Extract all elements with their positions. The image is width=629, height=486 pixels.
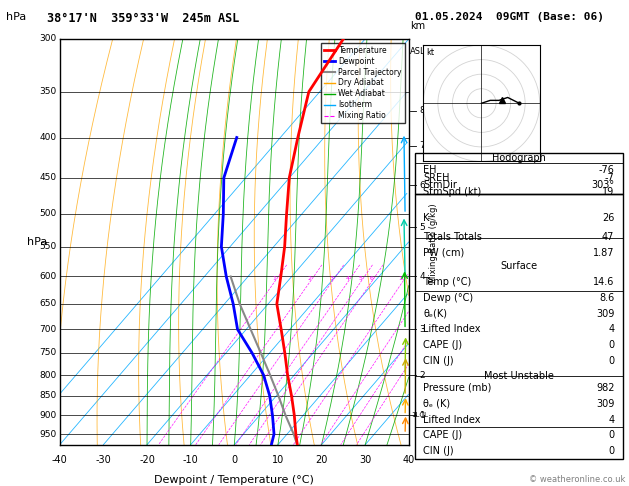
Text: 0: 0 <box>608 431 615 440</box>
Text: θₑ(K): θₑ(K) <box>423 309 447 319</box>
Text: 700: 700 <box>39 325 56 334</box>
Text: SREH: SREH <box>423 173 450 183</box>
Legend: Temperature, Dewpoint, Parcel Trajectory, Dry Adiabat, Wet Adiabat, Isotherm, Mi: Temperature, Dewpoint, Parcel Trajectory… <box>321 43 405 123</box>
Text: Dewp (°C): Dewp (°C) <box>423 293 474 303</box>
Text: Totals Totals: Totals Totals <box>423 232 482 242</box>
Text: 300: 300 <box>39 35 56 43</box>
Text: 10: 10 <box>398 276 406 281</box>
Text: 500: 500 <box>39 209 56 219</box>
Text: 30: 30 <box>359 455 371 465</box>
Text: Surface: Surface <box>500 261 538 271</box>
Text: km: km <box>410 21 426 31</box>
Text: 303°: 303° <box>591 180 615 191</box>
Text: 450: 450 <box>39 174 56 182</box>
Text: 5: 5 <box>359 276 362 281</box>
Text: CIN (J): CIN (J) <box>423 356 454 366</box>
Text: 7: 7 <box>420 141 425 151</box>
Text: -10: -10 <box>183 455 199 465</box>
Text: θₑ (K): θₑ (K) <box>423 399 450 409</box>
Text: -40: -40 <box>52 455 68 465</box>
Text: -20: -20 <box>139 455 155 465</box>
Text: 2: 2 <box>308 276 312 281</box>
Text: hPa: hPa <box>27 237 47 247</box>
Text: 47: 47 <box>602 232 615 242</box>
Text: 4: 4 <box>608 415 615 425</box>
Text: -30: -30 <box>96 455 111 465</box>
Text: 5: 5 <box>420 223 425 232</box>
Text: StmDir: StmDir <box>423 180 457 191</box>
Text: -7: -7 <box>604 173 615 183</box>
Text: PW (cm): PW (cm) <box>423 248 465 258</box>
Text: kt: kt <box>426 48 435 57</box>
Text: 14.6: 14.6 <box>593 277 615 287</box>
Text: Pressure (mb): Pressure (mb) <box>423 383 492 393</box>
Text: 26: 26 <box>602 213 615 223</box>
Text: © weatheronline.co.uk: © weatheronline.co.uk <box>530 474 626 484</box>
Text: 600: 600 <box>39 272 56 281</box>
Text: Most Unstable: Most Unstable <box>484 371 554 381</box>
Text: CAPE (J): CAPE (J) <box>423 431 462 440</box>
Text: 400: 400 <box>39 133 56 142</box>
Text: 0: 0 <box>231 455 237 465</box>
Text: Dewpoint / Temperature (°C): Dewpoint / Temperature (°C) <box>154 475 314 485</box>
Text: Temp (°C): Temp (°C) <box>423 277 472 287</box>
Text: EH: EH <box>423 165 437 174</box>
Text: 309: 309 <box>596 399 615 409</box>
Text: CIN (J): CIN (J) <box>423 446 454 456</box>
Text: Mixing Ratio (g/kg): Mixing Ratio (g/kg) <box>429 203 438 283</box>
Text: 40: 40 <box>403 455 415 465</box>
Text: 10: 10 <box>272 455 284 465</box>
Text: 750: 750 <box>39 348 56 358</box>
Text: 982: 982 <box>596 383 615 393</box>
Text: -76: -76 <box>599 165 615 174</box>
Text: 6: 6 <box>420 181 425 190</box>
Text: 1: 1 <box>272 276 276 281</box>
Text: 3: 3 <box>420 325 425 334</box>
Text: Lifted Index: Lifted Index <box>423 325 481 334</box>
Text: 8.6: 8.6 <box>599 293 615 303</box>
Text: CAPE (J): CAPE (J) <box>423 340 462 350</box>
Text: 01.05.2024  09GMT (Base: 06): 01.05.2024 09GMT (Base: 06) <box>415 12 604 22</box>
Text: 1LCL: 1LCL <box>411 413 428 418</box>
Text: 4: 4 <box>346 276 350 281</box>
Text: 650: 650 <box>39 299 56 309</box>
Text: 0: 0 <box>608 356 615 366</box>
Text: 19: 19 <box>602 187 615 197</box>
Text: 1.87: 1.87 <box>593 248 615 258</box>
Text: 309: 309 <box>596 309 615 319</box>
Text: 3: 3 <box>330 276 333 281</box>
Text: K: K <box>423 213 430 223</box>
Text: 850: 850 <box>39 391 56 400</box>
Text: 38°17'N  359°33'W  245m ASL: 38°17'N 359°33'W 245m ASL <box>47 12 240 25</box>
Text: hPa: hPa <box>6 12 26 22</box>
Text: Lifted Index: Lifted Index <box>423 415 481 425</box>
Text: ASL: ASL <box>410 47 426 56</box>
Text: 950: 950 <box>39 430 56 438</box>
Text: 800: 800 <box>39 371 56 380</box>
Text: 1: 1 <box>420 411 425 420</box>
Text: 4: 4 <box>608 325 615 334</box>
Text: 6: 6 <box>369 276 373 281</box>
Text: 8: 8 <box>420 106 425 115</box>
Text: 0: 0 <box>608 446 615 456</box>
Text: StmSpd (kt): StmSpd (kt) <box>423 187 482 197</box>
Text: Hodograph: Hodograph <box>492 153 546 163</box>
Text: 4: 4 <box>420 272 425 281</box>
Text: 2: 2 <box>420 371 425 380</box>
Text: 0: 0 <box>608 340 615 350</box>
Text: 350: 350 <box>39 87 56 96</box>
Text: 20: 20 <box>315 455 328 465</box>
Text: 900: 900 <box>39 411 56 420</box>
Text: 550: 550 <box>39 242 56 251</box>
